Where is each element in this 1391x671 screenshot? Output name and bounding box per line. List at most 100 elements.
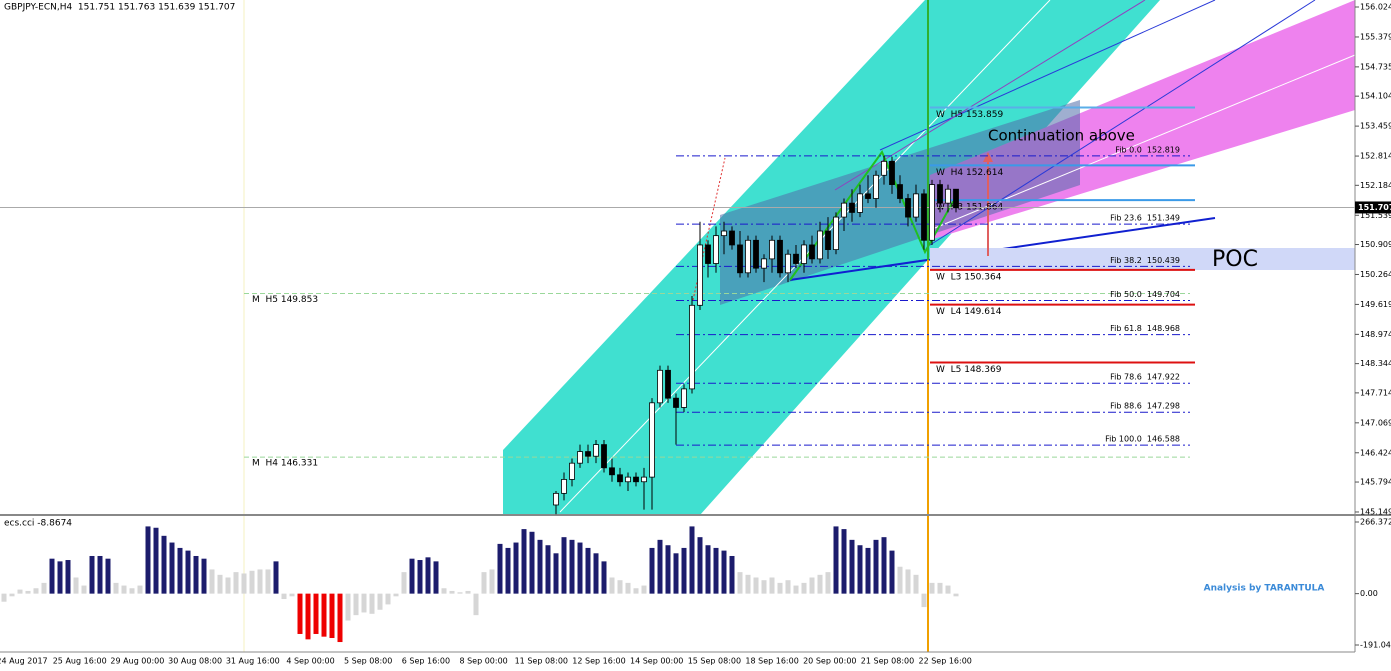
x-tick-label: 4 Sep 00:00 bbox=[286, 657, 334, 666]
cci-bar bbox=[593, 553, 599, 594]
cci-bar bbox=[705, 545, 711, 594]
cci-bar bbox=[521, 529, 527, 594]
candle-body bbox=[905, 198, 911, 218]
candle-body bbox=[945, 188, 951, 204]
y-tick-label: 153.459 bbox=[1360, 122, 1391, 131]
candle-body bbox=[737, 244, 743, 274]
cci-bar bbox=[913, 574, 919, 594]
cci-bar bbox=[857, 545, 863, 594]
weekly-pivot-label: W L5 148.369 bbox=[936, 365, 1002, 375]
cci-bar bbox=[209, 569, 215, 594]
candle-body bbox=[705, 244, 711, 264]
cci-bar bbox=[321, 593, 327, 637]
candle-body bbox=[553, 492, 559, 506]
annotation: POC bbox=[1212, 247, 1258, 272]
cci-bar bbox=[897, 566, 903, 594]
cci-bar bbox=[113, 582, 119, 594]
cci-bar bbox=[369, 593, 375, 614]
cci-bar bbox=[889, 550, 895, 594]
cci-bar bbox=[73, 577, 79, 594]
candle-body bbox=[721, 230, 727, 237]
cci-bar bbox=[849, 539, 855, 594]
cci-bar bbox=[305, 593, 311, 640]
cci-bar bbox=[681, 547, 687, 594]
candle-body bbox=[649, 402, 655, 478]
cci-bar bbox=[33, 588, 39, 594]
fib-label: Fib 23.6 151.349 bbox=[1110, 214, 1180, 223]
y-tick-label: 151.539 bbox=[1360, 211, 1391, 220]
x-tick-label: 18 Sep 16:00 bbox=[745, 657, 798, 666]
cci-bar bbox=[529, 531, 535, 594]
cci-bar bbox=[697, 537, 703, 594]
x-tick-label: 22 Sep 16:00 bbox=[918, 657, 971, 666]
candle-body bbox=[937, 184, 943, 204]
cci-bar bbox=[905, 569, 911, 594]
cci-bar bbox=[729, 555, 735, 594]
cci-bar bbox=[665, 545, 671, 594]
candle-body bbox=[689, 304, 695, 390]
candle-body bbox=[865, 193, 871, 199]
candle-body bbox=[633, 476, 639, 483]
fib-label: Fib 61.8 148.968 bbox=[1110, 324, 1180, 333]
candle-body bbox=[785, 253, 791, 274]
cci-bar bbox=[425, 557, 431, 594]
cci-bar bbox=[265, 569, 271, 594]
trend-line bbox=[879, 0, 1216, 151]
candle-body bbox=[953, 188, 959, 209]
cci-bar bbox=[649, 547, 655, 594]
cci-bar bbox=[881, 537, 887, 594]
candle-body bbox=[729, 230, 735, 246]
cci-bar bbox=[801, 582, 807, 594]
cci-bar bbox=[177, 547, 183, 594]
cci-bar bbox=[25, 590, 31, 594]
cci-bar bbox=[441, 588, 447, 594]
annotation: Continuation above bbox=[988, 127, 1135, 145]
footer: Analysis by TARANTULA bbox=[1204, 584, 1325, 594]
cci-bar bbox=[417, 560, 423, 594]
cci-bar bbox=[497, 543, 503, 594]
x-tick-label: 15 Sep 08:00 bbox=[688, 657, 741, 666]
cci-bar bbox=[105, 558, 111, 594]
cci-bar bbox=[473, 593, 479, 616]
current-price-box bbox=[1355, 201, 1391, 214]
cci-bar bbox=[161, 535, 167, 594]
cci-bar bbox=[201, 558, 207, 594]
x-tick-label: 11 Sep 08:00 bbox=[515, 657, 568, 666]
poc-zone bbox=[930, 248, 1355, 270]
cci-bar bbox=[353, 593, 359, 616]
y-tick-label: 145.794 bbox=[1360, 478, 1391, 487]
candle-body bbox=[913, 193, 919, 218]
cci-bar bbox=[361, 593, 367, 613]
candle-body bbox=[673, 397, 679, 408]
cci-bar bbox=[457, 592, 463, 594]
candle-body bbox=[849, 202, 855, 213]
y-tick-label: 154.104 bbox=[1360, 92, 1391, 101]
y-tick-label: 0.00 bbox=[1360, 589, 1378, 598]
x-tick-label: 12 Sep 16:00 bbox=[572, 657, 625, 666]
candle-body bbox=[601, 444, 607, 469]
candle-body bbox=[593, 444, 599, 457]
cci-bar bbox=[193, 555, 199, 594]
cci-bar bbox=[641, 585, 647, 594]
candle-body bbox=[793, 253, 799, 264]
y-tick-label: 148.974 bbox=[1360, 330, 1391, 339]
cci-bar bbox=[865, 547, 871, 594]
x-tick-label: 5 Sep 08:00 bbox=[344, 657, 392, 666]
cci-bar bbox=[401, 572, 407, 594]
cci-bar bbox=[609, 577, 615, 594]
cci-bar bbox=[81, 585, 87, 594]
y-tick-label: 148.344 bbox=[1360, 359, 1391, 368]
candle-body bbox=[625, 476, 631, 483]
candle-body bbox=[857, 193, 863, 213]
cci-bar bbox=[937, 582, 943, 594]
x-tick-label: 29 Aug 00:00 bbox=[110, 657, 164, 666]
cci-bar bbox=[57, 561, 63, 594]
cci-bar bbox=[745, 574, 751, 594]
cci-bar bbox=[673, 553, 679, 594]
cci-bar bbox=[465, 590, 471, 594]
candle-body bbox=[561, 479, 567, 494]
cci-bar bbox=[689, 526, 695, 594]
candle-body bbox=[657, 369, 663, 404]
x-tick-label: 6 Sep 16:00 bbox=[402, 657, 450, 666]
cci-bar bbox=[793, 585, 799, 594]
